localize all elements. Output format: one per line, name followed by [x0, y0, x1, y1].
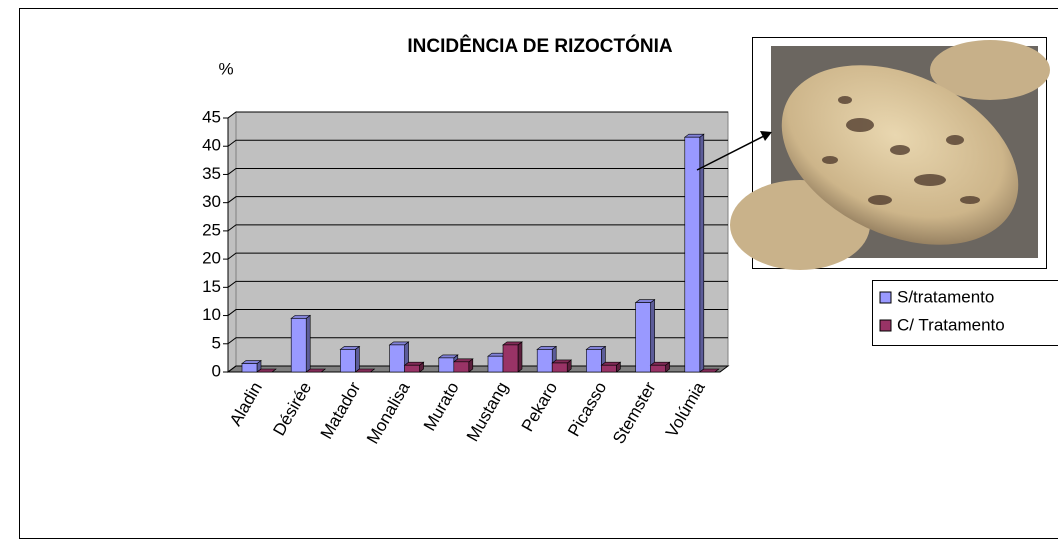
arrow-head	[760, 131, 772, 141]
grid-line	[227, 252, 728, 260]
grid-line	[227, 224, 728, 232]
y-tick-label: 45	[202, 107, 221, 126]
grid-line	[227, 111, 728, 119]
bar	[536, 349, 553, 373]
bar	[635, 302, 651, 373]
y-axis-label: %	[218, 59, 233, 78]
arrow	[696, 135, 765, 171]
bar	[453, 361, 470, 373]
grid-line	[227, 167, 728, 175]
y-tick-label: 40	[202, 136, 221, 155]
y-tick-label: 25	[202, 220, 221, 239]
legend-swatch	[879, 319, 892, 332]
side-wall	[227, 111, 237, 373]
legend-label: S/tratamento	[897, 287, 994, 306]
grid-line	[227, 337, 728, 345]
bar	[340, 349, 356, 373]
y-tick-label: 10	[202, 305, 221, 324]
bar	[684, 136, 701, 373]
bar	[404, 364, 420, 373]
bar	[650, 364, 666, 373]
bar-side	[305, 314, 311, 373]
bar	[551, 362, 568, 373]
grid-line	[227, 139, 728, 147]
y-tick-label: 30	[202, 192, 221, 211]
bar-side	[699, 133, 705, 373]
y-tick-label: 20	[202, 249, 221, 268]
grid-line	[227, 309, 728, 316]
bar	[290, 318, 307, 373]
bar	[601, 364, 617, 373]
spots	[822, 96, 980, 205]
bar	[389, 344, 405, 373]
y-tick-label: 15	[202, 277, 221, 296]
chart-title: INCIDÊNCIA DE RIZOCTÓNIA	[407, 35, 673, 57]
bar-top	[256, 368, 277, 373]
grid-line	[227, 196, 728, 204]
legend-label: C/ Tratamento	[897, 315, 1005, 334]
bar-top	[698, 368, 720, 373]
grid-line	[227, 280, 728, 288]
bar	[502, 344, 519, 373]
y-tick-label: 35	[202, 164, 221, 183]
bar-side	[355, 345, 360, 373]
legend-swatch	[879, 291, 892, 304]
bar-side	[650, 298, 655, 373]
bar	[487, 355, 504, 373]
bar	[586, 349, 602, 373]
bar-top	[305, 368, 327, 373]
legend	[872, 280, 1058, 346]
bar-side	[517, 341, 523, 373]
bar	[241, 363, 258, 373]
bar	[438, 357, 455, 373]
bar-top	[354, 368, 376, 373]
y-tick-label: 5	[212, 333, 221, 352]
photo	[730, 37, 1050, 270]
potato	[930, 40, 1050, 100]
y-tick-label: 0	[212, 361, 221, 380]
